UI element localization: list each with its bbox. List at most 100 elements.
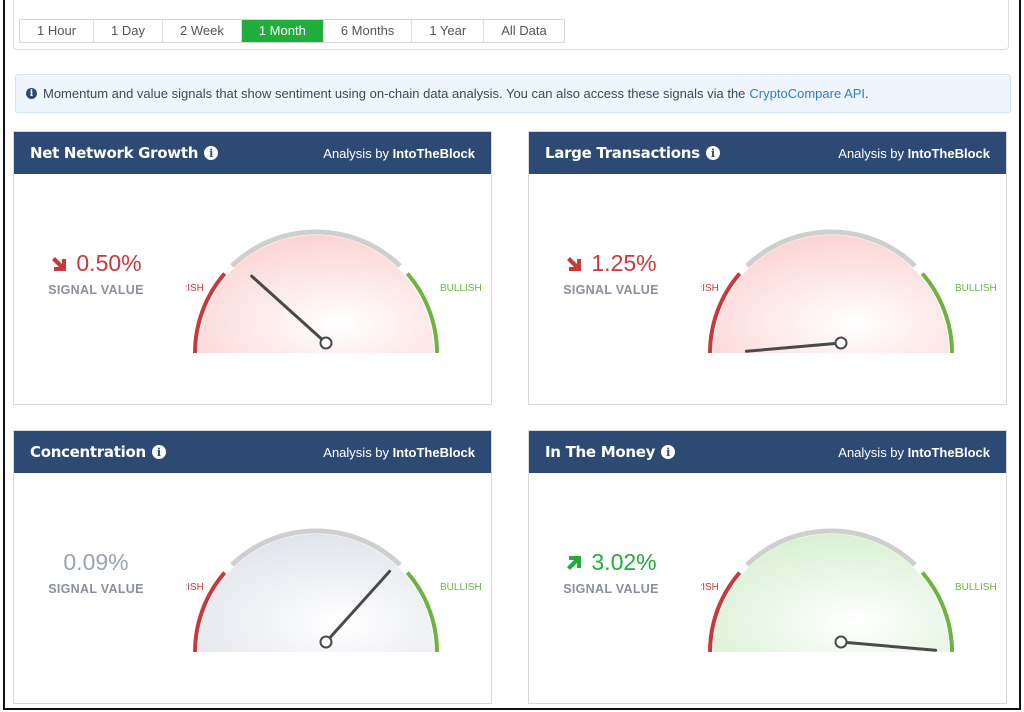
signal-card-in-the-money: In The Money i Analysis by IntoTheBlock 3.0…: [528, 430, 1007, 704]
analysis-provider: IntoTheBlock: [392, 145, 475, 161]
gauge-neutral-arc: [745, 229, 917, 268]
info-icon[interactable]: i: [661, 445, 676, 459]
card-title: Concentration i: [30, 443, 166, 461]
card-header: Large Transactions i Analysis by IntoTheBl…: [529, 132, 1006, 174]
signal-value-text: 1.25%: [591, 250, 657, 276]
arrow-down-right-icon: [52, 256, 67, 271]
signal-value: 1.25%: [551, 250, 671, 277]
gauge-face: [713, 534, 949, 652]
signal-block: 1.25% SIGNAL VALUE: [551, 250, 671, 297]
gauge-neutral-arc: [745, 528, 917, 567]
info-banner-suffix: .: [865, 86, 869, 101]
card-header: In The Money i Analysis by IntoTheBlock: [529, 431, 1006, 473]
card-header: Concentration i Analysis by IntoTheBlock: [14, 431, 491, 473]
bearish-label: BEARISH: [186, 283, 204, 294]
signal-value-label: SIGNAL VALUE: [48, 582, 144, 596]
card-header: Net Network Growth i Analysis by IntoTheBl…: [14, 132, 491, 174]
signal-value: 3.02%: [551, 549, 671, 576]
analysis-by-label: Analysis by: [838, 145, 908, 161]
signal-block: 3.02% SIGNAL VALUE: [551, 549, 671, 596]
time-range-1-month[interactable]: 1 Month: [241, 20, 324, 42]
gauge-bullish-arc: [405, 571, 439, 653]
signal-card-concentration: Concentration i Analysis by IntoTheBlock 0.…: [13, 430, 492, 704]
info-icon[interactable]: i: [151, 445, 166, 459]
gauge-bullish-arc: [920, 571, 954, 653]
signal-value-text: 0.50%: [76, 250, 142, 276]
gauge-needle: [250, 274, 328, 345]
gauge-needle-hub: [319, 336, 333, 350]
card-title: In The Money i: [545, 443, 676, 461]
time-range-6-months[interactable]: 6 Months: [323, 20, 413, 42]
signal-value-text: 0.09%: [63, 549, 129, 575]
time-range-2-week[interactable]: 2 Week: [163, 20, 242, 42]
analysis-by-label: Analysis by: [838, 444, 908, 460]
signal-block: 0.50% SIGNAL VALUE: [36, 250, 156, 297]
signal-card-large-transactions: Large Transactions i Analysis by IntoTheBl…: [528, 131, 1007, 405]
info-icon[interactable]: i: [705, 146, 720, 160]
signal-value-label: SIGNAL VALUE: [563, 283, 659, 297]
cryptocompare-api-link[interactable]: CryptoCompare API: [749, 86, 866, 101]
card-title-text: In The Money: [545, 443, 656, 461]
gauge-bullish-arc: [920, 272, 954, 354]
sentiment-gauge: BEARISH BULLISH: [186, 528, 482, 653]
card-title-text: Concentration: [30, 443, 146, 461]
analysis-credit: Analysis by IntoTheBlock: [323, 146, 475, 161]
card-title: Net Network Growth i: [30, 144, 219, 162]
gauge-neutral-arc: [230, 229, 402, 268]
time-range-selector: 1 Hour 1 Day 2 Week 1 Month 6 Months 1 Year Al…: [19, 19, 565, 43]
gauge-bearish-arc: [708, 272, 742, 354]
signal-card-net-network-growth: Net Network Growth i Analysis by IntoTheBl…: [13, 131, 492, 405]
bearish-label: BEARISH: [701, 283, 719, 294]
analysis-provider: IntoTheBlock: [392, 444, 475, 460]
signal-value-text: 3.02%: [591, 549, 657, 575]
analysis-credit: Analysis by IntoTheBlock: [323, 445, 475, 460]
bearish-label: BEARISH: [701, 582, 719, 593]
arrow-down-right-icon: [567, 256, 582, 271]
time-range-1-hour[interactable]: 1 Hour: [20, 20, 95, 42]
gauge-face: [198, 534, 434, 652]
gauge-face: [713, 235, 949, 353]
card-title: Large Transactions i: [545, 144, 720, 162]
gauge-needle: [839, 640, 938, 652]
card-title-text: Large Transactions: [545, 144, 700, 162]
analysis-by-label: Analysis by: [323, 145, 393, 161]
gauge-needle: [324, 569, 392, 644]
card-title-text: Net Network Growth: [30, 144, 199, 162]
analysis-credit: Analysis by IntoTheBlock: [838, 445, 990, 460]
gauge-needle: [744, 341, 843, 353]
gauge-bearish-arc: [193, 571, 227, 653]
bullish-label: BULLISH: [955, 582, 997, 593]
analysis-credit: Analysis by IntoTheBlock: [838, 146, 990, 161]
signal-value: 0.50%: [36, 250, 156, 277]
gauge-bearish-arc: [708, 571, 742, 653]
gauge-bearish-arc: [193, 272, 227, 354]
gauge-needle-hub: [834, 336, 848, 350]
gauge-bullish-arc: [405, 272, 439, 354]
sentiment-gauge: BEARISH BULLISH: [701, 528, 997, 653]
gauge-face: [198, 235, 434, 353]
bullish-label: BULLISH: [955, 283, 997, 294]
time-range-1-day[interactable]: 1 Day: [94, 20, 163, 42]
signal-value-label: SIGNAL VALUE: [563, 582, 659, 596]
info-icon[interactable]: i: [204, 146, 219, 160]
bullish-label: BULLISH: [440, 283, 482, 294]
sentiment-gauge: BEARISH BULLISH: [701, 229, 997, 354]
arrow-up-right-icon: [567, 555, 582, 570]
signal-value-label: SIGNAL VALUE: [48, 283, 144, 297]
time-range-all-data[interactable]: All Data: [484, 20, 564, 42]
sentiment-gauge: BEARISH BULLISH: [186, 229, 482, 354]
analysis-by-label: Analysis by: [323, 444, 393, 460]
info-icon: i: [26, 88, 37, 99]
gauge-neutral-arc: [230, 528, 402, 567]
bearish-label: BEARISH: [186, 582, 204, 593]
analysis-provider: IntoTheBlock: [907, 145, 990, 161]
gauge-needle-hub: [319, 635, 333, 649]
time-range-panel: 1 Hour 1 Day 2 Week 1 Month 6 Months 1 Year Al…: [13, 0, 1009, 50]
time-range-1-year[interactable]: 1 Year: [412, 20, 485, 42]
gauge-needle-hub: [834, 635, 848, 649]
signal-value: 0.09%: [36, 549, 156, 576]
page-frame: 1 Hour 1 Day 2 Week 1 Month 6 Months 1 Year Al…: [3, 0, 1021, 710]
analysis-provider: IntoTheBlock: [907, 444, 990, 460]
signal-block: 0.09% SIGNAL VALUE: [36, 549, 156, 596]
info-banner: i Momentum and value signals that show s…: [15, 74, 1011, 113]
